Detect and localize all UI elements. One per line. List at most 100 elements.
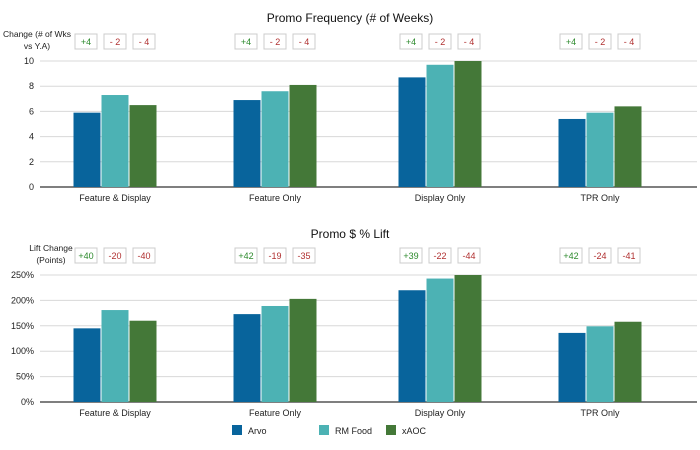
legend-label: Arvo [248, 426, 267, 436]
bar-arvo [398, 290, 426, 402]
change-badge [559, 247, 583, 264]
chart-title: Promo $ % Lift [311, 227, 390, 241]
bar-rm-food [426, 64, 454, 187]
change-label: Lift Change [29, 243, 73, 253]
bar-arvo [558, 118, 586, 187]
category-label: Display Only [415, 193, 466, 203]
y-tick-label: 4 [29, 132, 34, 142]
change-label: vs Y.A) [24, 41, 50, 51]
category-label: TPR Only [580, 408, 620, 418]
change-badge-text: -41 [622, 251, 635, 261]
change-badge [292, 33, 316, 50]
category-label: Display Only [415, 408, 466, 418]
bar-arvo [398, 77, 426, 187]
change-badge-text: +4 [241, 37, 251, 47]
change-badge-text: -44 [462, 251, 475, 261]
change-badge [263, 33, 287, 50]
change-badge-text: +39 [403, 251, 418, 261]
change-badge-text: - 2 [270, 37, 281, 47]
bar-xaoc [614, 106, 642, 187]
change-badge [74, 33, 98, 50]
bar-arvo [233, 100, 261, 187]
change-badge-text: +42 [563, 251, 578, 261]
change-badge-text: - 4 [139, 37, 150, 47]
category-label: Feature Only [249, 408, 302, 418]
chart-title: Promo Frequency (# of Weeks) [267, 11, 434, 25]
change-badge [292, 247, 316, 264]
y-tick-label: 200% [11, 295, 34, 305]
category-label: Feature Only [249, 193, 302, 203]
bar-rm-food [426, 278, 454, 402]
change-label: (Points) [36, 255, 65, 265]
y-tick-label: 10 [24, 56, 34, 66]
change-badge-text: - 2 [435, 37, 446, 47]
y-tick-label: 6 [29, 106, 34, 116]
change-badge [428, 247, 452, 264]
change-badge-text: - 4 [464, 37, 475, 47]
y-tick-label: 150% [11, 321, 34, 331]
change-badge-text: -19 [268, 251, 281, 261]
change-badge [399, 33, 423, 50]
y-tick-label: 50% [16, 372, 34, 382]
change-badge [559, 33, 583, 50]
change-badge-text: - 2 [110, 37, 121, 47]
bar-rm-food [586, 112, 614, 187]
change-badge [234, 247, 258, 264]
change-badge-text: - 2 [595, 37, 606, 47]
change-badge-text: -24 [593, 251, 606, 261]
bar-xaoc [454, 61, 482, 187]
change-badge [588, 33, 612, 50]
bar-xaoc [289, 298, 317, 402]
bar-arvo [73, 112, 101, 187]
category-label: Feature & Display [79, 408, 151, 418]
change-badge [132, 33, 156, 50]
change-badge [617, 33, 641, 50]
bar-rm-food [101, 310, 129, 402]
bar-rm-food [261, 91, 289, 187]
category-label: Feature & Display [79, 193, 151, 203]
change-badge-text: +4 [406, 37, 416, 47]
legend-swatch-xaoc [386, 425, 396, 435]
change-badge [234, 33, 258, 50]
change-badge [263, 247, 287, 264]
change-badge-text: +40 [78, 251, 93, 261]
bar-arvo [73, 328, 101, 402]
bar-xaoc [129, 105, 157, 187]
legend-label: RM Food [335, 426, 372, 436]
bar-xaoc [129, 320, 157, 402]
change-badge [617, 247, 641, 264]
change-badge-text: - 4 [299, 37, 310, 47]
bar-rm-food [261, 305, 289, 402]
change-badge [588, 247, 612, 264]
change-badge-text: +42 [238, 251, 253, 261]
y-tick-label: 100% [11, 346, 34, 356]
change-badge-text: +4 [566, 37, 576, 47]
change-badge [457, 33, 481, 50]
change-badge-text: -22 [433, 251, 446, 261]
legend-swatch-rm-food [319, 425, 329, 435]
change-badge-text: -20 [108, 251, 121, 261]
y-tick-label: 8 [29, 81, 34, 91]
bar-xaoc [289, 84, 317, 187]
change-badge [103, 33, 127, 50]
change-badge-text: -35 [297, 251, 310, 261]
bar-arvo [233, 314, 261, 402]
change-badge-text: - 4 [624, 37, 635, 47]
bar-rm-food [101, 95, 129, 187]
y-tick-label: 0 [29, 182, 34, 192]
change-badge [399, 247, 423, 264]
change-badge [103, 247, 127, 264]
y-tick-label: 0% [21, 397, 34, 407]
change-badge-text: +4 [81, 37, 91, 47]
bar-arvo [558, 332, 586, 402]
bar-xaoc [614, 321, 642, 402]
category-label: TPR Only [580, 193, 620, 203]
y-tick-label: 250% [11, 270, 34, 280]
change-badge [428, 33, 452, 50]
change-badge [132, 247, 156, 264]
change-label: Change (# of Wks [3, 29, 71, 39]
bar-xaoc [454, 275, 482, 402]
y-tick-label: 2 [29, 157, 34, 167]
legend-label: xAOC [402, 426, 427, 436]
